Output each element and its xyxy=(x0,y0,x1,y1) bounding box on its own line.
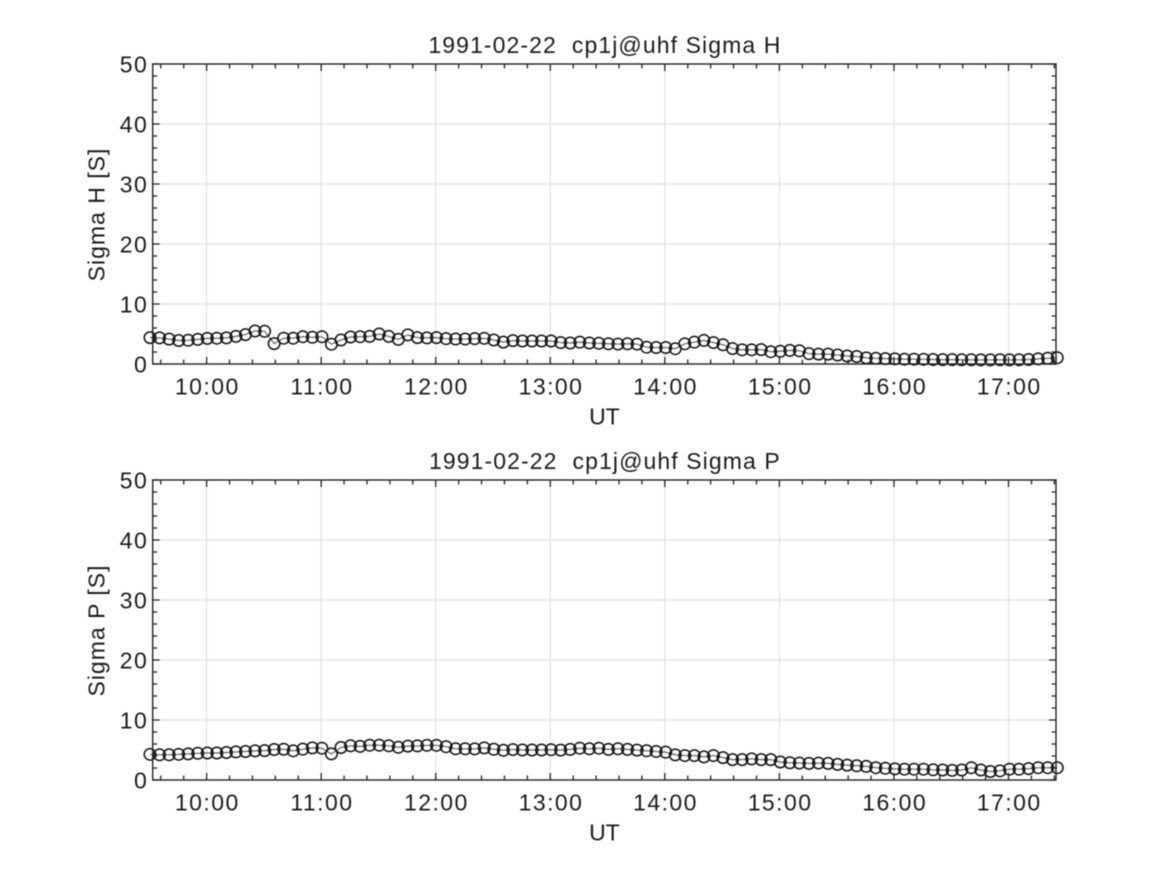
svg-text:17:00: 17:00 xyxy=(977,790,1042,816)
svg-text:40: 40 xyxy=(120,111,149,137)
svg-text:0: 0 xyxy=(134,767,148,793)
svg-text:20: 20 xyxy=(120,647,149,673)
svg-text:30: 30 xyxy=(120,587,149,613)
svg-text:10:00: 10:00 xyxy=(175,790,240,816)
svg-text:10: 10 xyxy=(120,291,149,317)
svg-text:12:00: 12:00 xyxy=(404,374,469,400)
svg-text:10: 10 xyxy=(120,707,149,733)
svg-text:15:00: 15:00 xyxy=(748,374,813,400)
svg-text:50: 50 xyxy=(120,51,149,77)
svg-text:20: 20 xyxy=(120,231,149,257)
svg-text:1991-02-22 cp1j@uhf Sigma P: 1991-02-22 cp1j@uhf Sigma P xyxy=(429,448,781,474)
svg-text:UT: UT xyxy=(589,404,620,430)
svg-text:11:00: 11:00 xyxy=(290,374,353,400)
svg-text:16:00: 16:00 xyxy=(862,374,927,400)
svg-text:11:00: 11:00 xyxy=(290,790,353,816)
svg-text:UT: UT xyxy=(589,820,620,846)
svg-text:13:00: 13:00 xyxy=(519,374,584,400)
svg-text:10:00: 10:00 xyxy=(175,374,240,400)
svg-text:30: 30 xyxy=(120,171,149,197)
svg-text:16:00: 16:00 xyxy=(862,790,927,816)
svg-text:1991-02-22 cp1j@uhf Sigma H: 1991-02-22 cp1j@uhf Sigma H xyxy=(428,32,781,58)
svg-text:17:00: 17:00 xyxy=(977,374,1042,400)
svg-text:15:00: 15:00 xyxy=(748,790,813,816)
svg-text:Sigma P [S]: Sigma P [S] xyxy=(84,564,110,696)
svg-text:13:00: 13:00 xyxy=(519,790,584,816)
svg-text:12:00: 12:00 xyxy=(404,790,469,816)
svg-text:50: 50 xyxy=(120,467,149,493)
svg-text:14:00: 14:00 xyxy=(633,790,698,816)
svg-text:40: 40 xyxy=(120,527,149,553)
svg-text:14:00: 14:00 xyxy=(633,374,698,400)
svg-text:Sigma H [S]: Sigma H [S] xyxy=(84,148,110,282)
svg-text:0: 0 xyxy=(134,351,148,377)
